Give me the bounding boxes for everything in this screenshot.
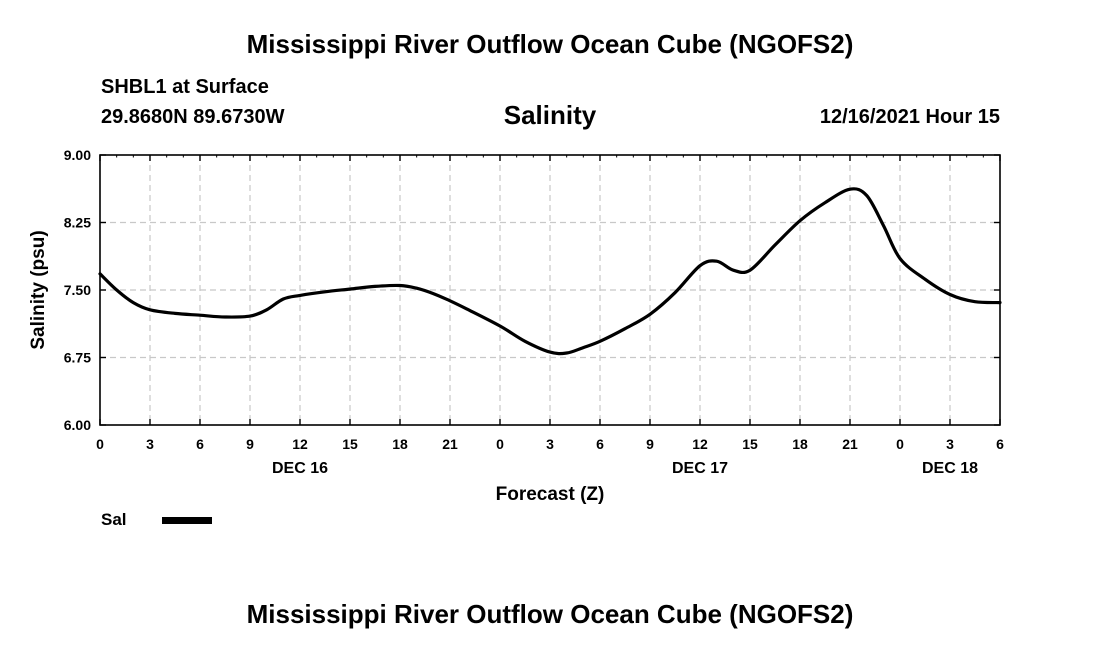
y-tick-label: 8.25 — [64, 215, 91, 231]
x-tick-label: 0 — [896, 436, 904, 452]
footer-title: Mississippi River Outflow Ocean Cube (NG… — [246, 599, 854, 629]
x-tick-label: 0 — [496, 436, 504, 452]
x-tick-label: 9 — [646, 436, 654, 452]
date-label: DEC 17 — [672, 460, 728, 477]
x-tick-label: 18 — [792, 436, 808, 452]
x-tick-label: 15 — [742, 436, 758, 452]
x-tick-label: 21 — [442, 436, 458, 452]
x-tick-label: 12 — [692, 436, 708, 452]
y-tick-label: 7.50 — [64, 282, 91, 298]
x-tick-label: 3 — [946, 436, 954, 452]
legend-swatch — [162, 517, 212, 524]
plot-frame — [99, 154, 1001, 426]
station-label: SHBL1 at Surface — [101, 76, 269, 98]
salinity-chart: 6.00 6.75 7.50 8.25 9.00 0 3 6 9 12 15 18 21 0 3 6 9 12 1… — [28, 147, 1004, 505]
x-tick-label: 9 — [246, 436, 254, 452]
x-tick-label: 12 — [292, 436, 308, 452]
x-axis-label: Forecast (Z) — [496, 484, 605, 505]
date-label: DEC 16 — [272, 460, 328, 477]
chart-grid — [100, 155, 1000, 425]
x-tick-label: 3 — [546, 436, 554, 452]
x-tick-label: 0 — [96, 436, 104, 452]
chart-title: Salinity — [503, 100, 597, 130]
forecast-timestamp: 12/16/2021 Hour 15 — [819, 106, 1000, 128]
x-tick-label: 18 — [392, 436, 408, 452]
y-axis-label: Salinity (psu) — [28, 230, 49, 349]
x-tick-label: 6 — [996, 436, 1004, 452]
coordinates-label: 29.8680N 89.6730W — [101, 106, 285, 128]
date-label: DEC 18 — [922, 460, 978, 477]
legend-label: Sal — [101, 510, 127, 529]
y-tick-label: 6.00 — [64, 417, 91, 433]
x-tick-label: 6 — [196, 436, 204, 452]
x-tick-label: 3 — [146, 436, 154, 452]
x-tick-label: 6 — [596, 436, 604, 452]
x-tick-label: 15 — [342, 436, 358, 452]
page-title: Mississippi River Outflow Ocean Cube (NG… — [246, 29, 854, 59]
y-tick-label: 6.75 — [64, 350, 91, 366]
y-axis: 6.00 6.75 7.50 8.25 9.00 — [64, 147, 1000, 433]
salinity-series-line — [98, 187, 1002, 356]
x-axis: 0 3 6 9 12 15 18 21 0 3 6 9 12 15 18 21 0 3 6 DEC 16 DEC 17 D… — [96, 155, 1004, 477]
y-tick-label: 9.00 — [64, 147, 91, 163]
x-tick-label: 21 — [842, 436, 858, 452]
